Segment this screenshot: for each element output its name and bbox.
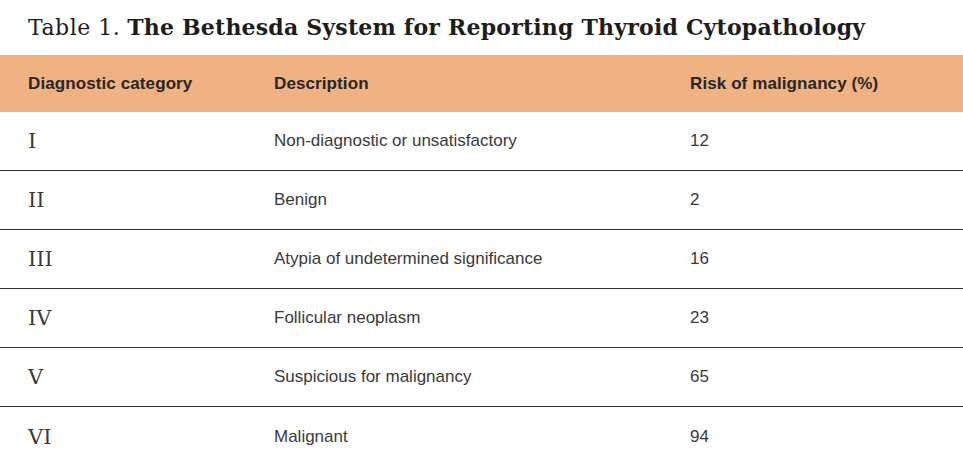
description-cell: Non-diagnostic or unsatisfactory <box>274 131 690 151</box>
category-cell: II <box>28 188 274 212</box>
table-row: V Suspicious for malignancy 65 <box>0 348 963 407</box>
risk-cell: 94 <box>690 427 963 447</box>
category-cell: I <box>28 129 274 153</box>
table-row: IV Follicular neoplasm 23 <box>0 289 963 348</box>
page: Table 1. The Bethesda System for Reporti… <box>0 0 963 467</box>
category-cell: IV <box>28 306 274 330</box>
header-description: Description <box>274 74 690 94</box>
category-cell: III <box>28 247 274 271</box>
table-title-prefix: Table 1. <box>28 15 120 40</box>
description-cell: Malignant <box>274 427 690 447</box>
description-cell: Follicular neoplasm <box>274 308 690 328</box>
table-row: I Non-diagnostic or unsatisfactory 12 <box>0 112 963 171</box>
description-cell: Benign <box>274 190 690 210</box>
header-diagnostic-category: Diagnostic category <box>28 74 274 94</box>
risk-cell: 12 <box>690 131 963 151</box>
table-body: I Non-diagnostic or unsatisfactory 12 II… <box>0 112 963 466</box>
risk-cell: 65 <box>690 367 963 387</box>
table-title: Table 1. The Bethesda System for Reporti… <box>0 0 963 55</box>
table-row: VI Malignant 94 <box>0 407 963 466</box>
category-cell: V <box>28 365 274 389</box>
table-row: II Benign 2 <box>0 171 963 230</box>
table-header-row: Diagnostic category Description Risk of … <box>0 55 963 112</box>
risk-cell: 2 <box>690 190 963 210</box>
description-cell: Suspicious for malignancy <box>274 367 690 387</box>
header-risk-of-malignancy: Risk of malignancy (%) <box>690 74 963 94</box>
category-cell: VI <box>28 425 274 449</box>
description-cell: Atypia of undetermined significance <box>274 249 690 269</box>
table-title-main: The Bethesda System for Reporting Thyroi… <box>127 14 865 40</box>
risk-cell: 23 <box>690 308 963 328</box>
risk-cell: 16 <box>690 249 963 269</box>
table-row: III Atypia of undetermined significance … <box>0 230 963 289</box>
